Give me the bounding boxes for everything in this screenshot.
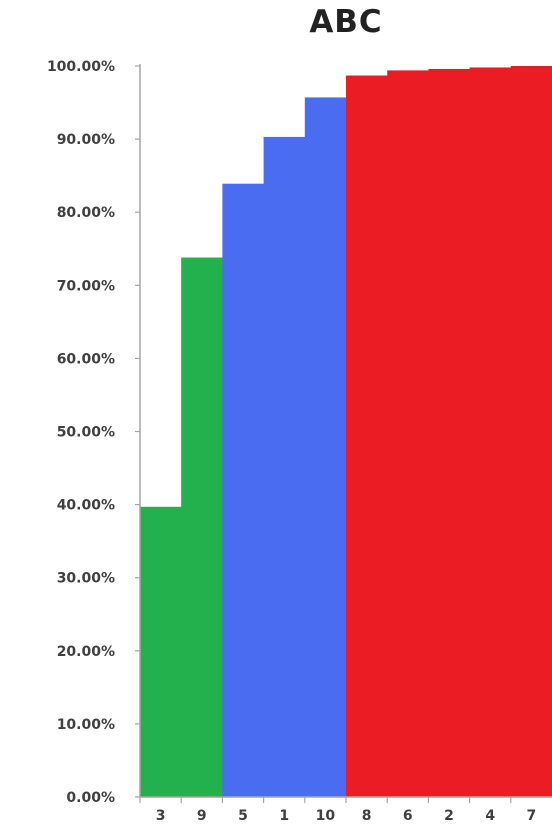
y-tick-label: 70.00% bbox=[57, 278, 115, 294]
y-tick-label: 10.00% bbox=[57, 717, 115, 733]
x-tick-label: 4 bbox=[485, 808, 495, 824]
x-tick-label: 9 bbox=[197, 808, 207, 824]
chart-title: ABC bbox=[309, 4, 383, 40]
x-tick-label: 7 bbox=[527, 808, 537, 824]
bar-5 bbox=[222, 183, 265, 798]
y-tick-label: 80.00% bbox=[57, 205, 115, 221]
y-tick-label: 100.00% bbox=[47, 59, 115, 75]
y-tick-label: 40.00% bbox=[57, 498, 115, 514]
bar-3 bbox=[140, 506, 182, 797]
y-tick-label: 0.00% bbox=[66, 790, 115, 806]
x-tick-label: 1 bbox=[279, 808, 289, 824]
bar-7 bbox=[510, 66, 552, 797]
bar-4 bbox=[469, 67, 512, 798]
bar-2 bbox=[428, 68, 471, 797]
bar-6 bbox=[387, 70, 429, 798]
x-tick-label: 8 bbox=[362, 808, 372, 824]
bar-10 bbox=[304, 97, 347, 798]
x-tick-label: 3 bbox=[156, 808, 166, 824]
bar-8 bbox=[346, 75, 388, 798]
x-tick-label: 5 bbox=[238, 808, 248, 824]
y-tick-label: 30.00% bbox=[57, 571, 115, 587]
x-tick-label: 6 bbox=[403, 808, 413, 824]
bar-1 bbox=[263, 136, 306, 798]
bar-9 bbox=[181, 257, 223, 798]
x-tick-label: 10 bbox=[316, 808, 336, 824]
y-tick-label: 50.00% bbox=[57, 425, 115, 441]
y-tick-label: 20.00% bbox=[57, 644, 115, 660]
x-tick-label: 2 bbox=[444, 808, 454, 824]
y-tick-label: 90.00% bbox=[57, 132, 115, 148]
y-tick-label: 60.00% bbox=[57, 351, 115, 367]
